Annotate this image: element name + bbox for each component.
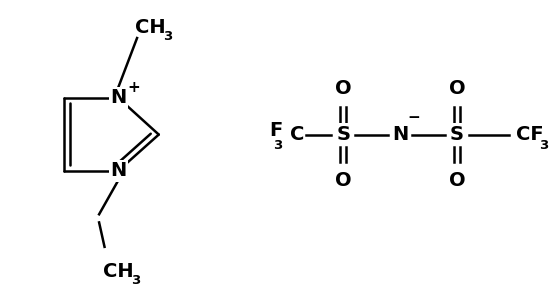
Text: N: N	[110, 161, 126, 180]
Text: −: −	[408, 110, 420, 125]
Text: O: O	[335, 79, 352, 98]
Text: 3: 3	[273, 139, 283, 152]
Text: 3: 3	[540, 139, 549, 152]
Text: O: O	[335, 171, 352, 190]
Text: N: N	[110, 88, 126, 107]
Text: S: S	[450, 125, 464, 144]
Text: C: C	[290, 125, 304, 144]
Text: 3: 3	[163, 30, 173, 43]
Text: S: S	[336, 125, 350, 144]
Text: +: +	[127, 80, 140, 96]
Text: CH: CH	[135, 18, 166, 37]
Text: F: F	[269, 121, 283, 140]
Text: 3: 3	[131, 274, 140, 287]
Text: O: O	[448, 171, 466, 190]
Text: N: N	[392, 125, 408, 144]
Text: O: O	[448, 79, 466, 98]
Text: CF: CF	[515, 125, 543, 144]
Text: CH: CH	[103, 262, 133, 281]
